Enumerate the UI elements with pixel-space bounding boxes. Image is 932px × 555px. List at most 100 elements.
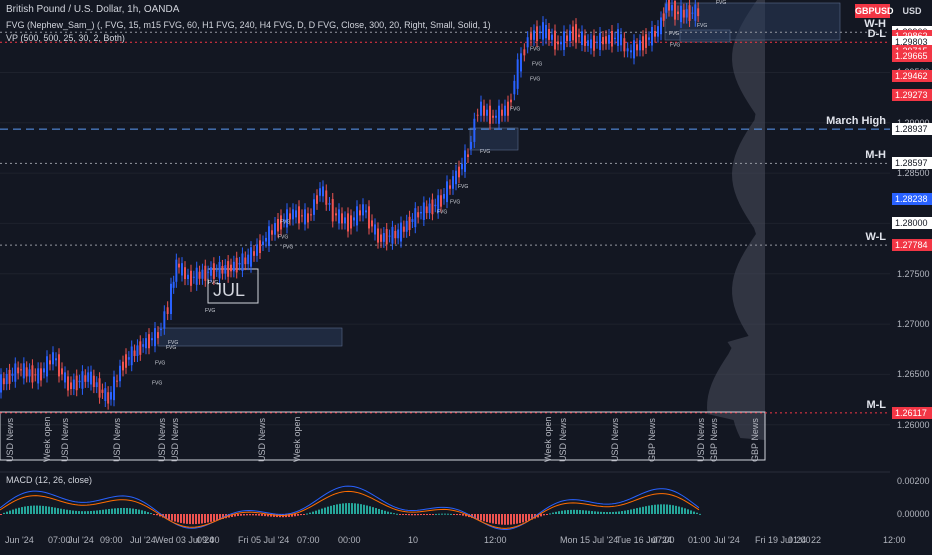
candle — [476, 114, 479, 116]
macd-histogram-bar — [324, 507, 326, 514]
macd-histogram-bar — [432, 514, 434, 515]
chart-title: British Pound / U.S. Dollar, 1h, OANDA — [6, 4, 180, 15]
candle — [46, 356, 48, 377]
candle — [368, 206, 370, 229]
candle — [187, 274, 189, 280]
currency-tag[interactable]: USD — [902, 6, 922, 16]
candle — [37, 368, 40, 384]
macd-line — [0, 485, 700, 531]
candle — [157, 332, 159, 339]
macd-histogram-bar — [57, 508, 59, 514]
vp-indicator-legend[interactable]: VP (500, 500, 25, 30, 2, Both) — [6, 33, 125, 43]
news-marker: USD News — [257, 417, 267, 462]
macd-histogram-bar — [627, 510, 629, 514]
candle — [548, 28, 550, 40]
candle — [516, 59, 519, 89]
candle — [596, 41, 598, 43]
macd-histogram-bar — [96, 510, 98, 514]
candle — [425, 206, 428, 214]
candle — [611, 30, 613, 47]
candle — [446, 181, 448, 203]
macd-histogram-bar — [606, 512, 608, 514]
fvg-label: FVG — [152, 380, 162, 386]
macd-indicator-legend[interactable]: MACD (12, 26, close) — [6, 475, 93, 485]
macd-histogram-bar — [687, 509, 689, 514]
level-label: W-H — [864, 18, 886, 31]
macd-histogram-bar — [342, 503, 344, 514]
candle — [563, 31, 565, 50]
candle — [501, 109, 503, 116]
candle — [504, 105, 506, 116]
candle — [87, 372, 90, 382]
macd-histogram-bar — [600, 511, 602, 514]
candle — [90, 371, 92, 385]
macd-histogram-bar — [480, 514, 482, 521]
candle — [569, 30, 571, 42]
time-tick: 01:00 — [788, 535, 811, 545]
news-marker: USD News — [696, 417, 706, 462]
level-label: D-L — [867, 28, 886, 41]
macd-histogram-bar — [330, 505, 332, 514]
time-axis — [0, 531, 890, 550]
candle — [154, 328, 156, 347]
price-tag: 1.28000 — [892, 217, 932, 230]
macd-histogram-bar — [579, 510, 581, 514]
candle — [210, 267, 212, 276]
candle — [232, 261, 235, 272]
candle — [630, 50, 632, 53]
price-tag: 1.29273 — [892, 89, 932, 102]
volume-profile — [707, 0, 765, 440]
candle — [67, 376, 69, 391]
macd-histogram-bar — [174, 514, 176, 522]
candle — [11, 373, 14, 376]
candle — [304, 209, 306, 225]
candle — [584, 35, 586, 46]
macd-histogram-bar — [420, 514, 422, 516]
macd-histogram-bar — [618, 511, 620, 514]
candle — [133, 350, 136, 356]
candle — [201, 269, 204, 279]
symbol-tag: GBPUSD — [855, 4, 894, 18]
fvg-zone — [157, 327, 343, 347]
macd-histogram-bar — [240, 514, 242, 516]
candle — [470, 141, 472, 149]
candle — [599, 33, 601, 50]
macd-histogram-bar — [204, 514, 206, 524]
candle — [322, 186, 324, 197]
macd-histogram-bar — [264, 514, 266, 517]
candle — [581, 31, 583, 46]
macd-histogram-bar — [657, 504, 659, 514]
macd-histogram-bar — [642, 506, 644, 514]
fvg-label: FVG — [670, 42, 680, 48]
candle — [227, 261, 230, 277]
fvg-indicator-legend[interactable]: FVG (Nephew_Sam_) (, FVG, 15, m15 FVG, 6… — [6, 20, 491, 30]
macd-histogram-bar — [99, 510, 101, 514]
macd-histogram-bar — [429, 514, 431, 515]
candle — [510, 99, 512, 103]
candle — [662, 13, 665, 21]
macd-histogram-bar — [90, 510, 92, 514]
time-tick: Tue 16 Jul '24 — [616, 535, 672, 545]
fvg-label: FVG — [283, 245, 293, 251]
macd-histogram-bar — [345, 503, 347, 514]
macd-histogram-bar — [678, 506, 680, 514]
candle — [593, 35, 595, 51]
candle — [212, 263, 215, 279]
candle — [523, 49, 526, 56]
macd-histogram-bar — [585, 510, 587, 514]
candle — [554, 30, 556, 50]
candle — [440, 195, 442, 207]
macd-histogram-bar — [0, 514, 2, 515]
macd-histogram-bar — [129, 508, 131, 514]
macd-histogram-bar — [435, 513, 437, 515]
macd-histogram-bar — [81, 511, 83, 514]
macd-histogram-bar — [660, 504, 662, 514]
candle — [417, 212, 420, 218]
macd-histogram-bar — [546, 514, 548, 515]
macd-histogram-bar — [384, 510, 386, 514]
candle — [49, 360, 51, 365]
candle — [192, 276, 195, 278]
time-tick: Jul '24 — [714, 535, 740, 545]
candle — [166, 307, 169, 315]
